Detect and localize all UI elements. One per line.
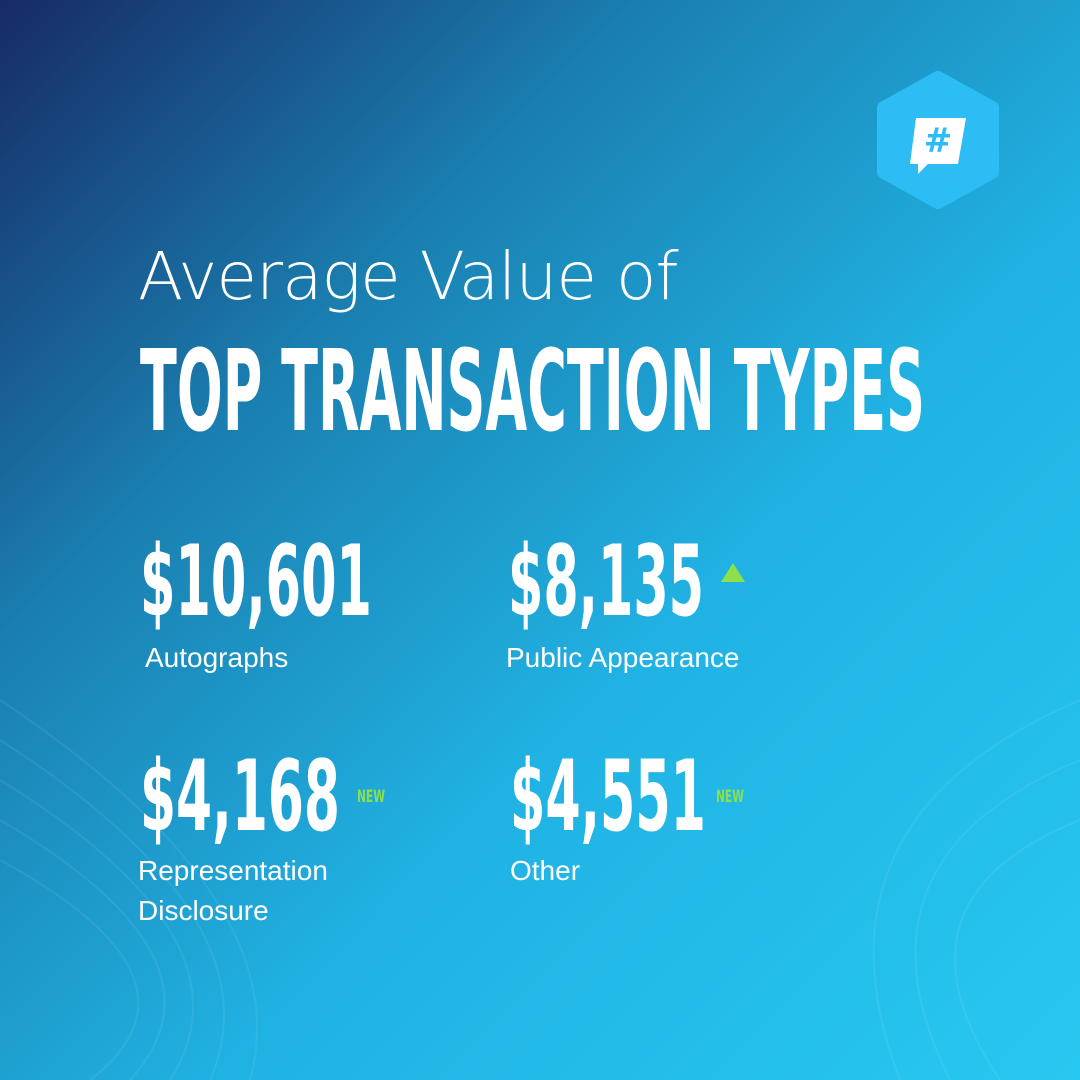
stat-value: $10,601 <box>140 525 372 639</box>
stat-label: Autographs <box>145 642 289 673</box>
title-line1: Average Value of <box>138 238 679 315</box>
stat-value: $8,135 <box>508 525 704 639</box>
up-arrow <box>721 563 745 582</box>
new-badge: NEW <box>716 787 744 807</box>
stat-label: Other <box>510 855 581 886</box>
stat-value: $4,168 <box>140 740 340 854</box>
stat-label: Representation Disclosure <box>138 855 328 926</box>
logo-symbol: # <box>924 121 953 161</box>
stat-label: Public Appearance <box>506 642 740 673</box>
title: TOP TRANSACTION TYPES <box>140 327 925 457</box>
logo-bubble <box>910 118 966 174</box>
stat-value: $4,551 <box>510 740 706 854</box>
new-badge: NEW <box>357 787 385 807</box>
wave-lines <box>0 699 1080 1080</box>
